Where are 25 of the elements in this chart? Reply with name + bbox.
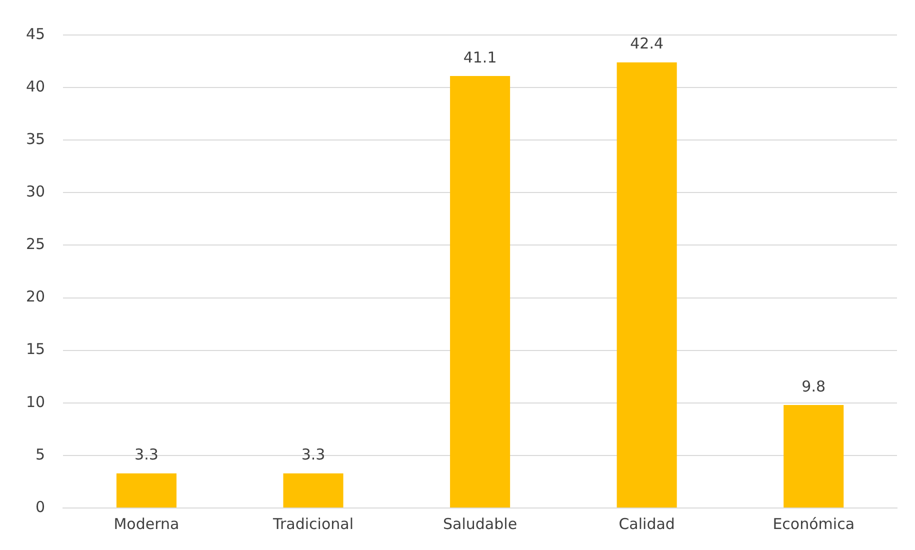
y-tick-label: 15 xyxy=(26,340,46,358)
y-tick-label: 10 xyxy=(26,392,46,411)
bar xyxy=(616,62,677,508)
y-tick-label: 30 xyxy=(26,182,46,201)
bar xyxy=(283,473,344,508)
x-tick-label: Económica xyxy=(772,514,855,533)
y-tick-label: 40 xyxy=(26,77,46,96)
bar xyxy=(450,76,510,508)
y-tick-label: 45 xyxy=(26,24,46,43)
y-tick-label: 5 xyxy=(36,445,46,464)
y-tick-label: 0 xyxy=(36,498,46,516)
bar xyxy=(116,473,176,508)
x-tick-label: Saludable xyxy=(443,514,518,533)
data-label: 9.8 xyxy=(802,377,826,396)
y-tick-label: 20 xyxy=(26,288,46,306)
data-label: 3.3 xyxy=(134,446,158,464)
x-tick-label: Calidad xyxy=(618,514,675,533)
data-label: 42.4 xyxy=(630,34,664,53)
y-tick-label: 25 xyxy=(26,235,46,254)
data-label: 41.1 xyxy=(463,48,497,66)
x-tick-label: Moderna xyxy=(114,514,180,533)
y-tick-label: 35 xyxy=(26,130,46,148)
x-tick-label: Tradicional xyxy=(272,514,354,533)
data-label: 3.3 xyxy=(301,446,326,464)
bar xyxy=(784,404,844,508)
